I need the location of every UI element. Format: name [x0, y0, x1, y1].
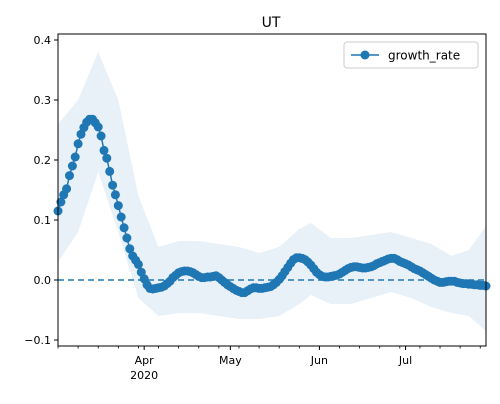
data-point [56, 197, 66, 207]
legend-box [343, 41, 479, 69]
x-tick-label: Apr [135, 354, 155, 367]
data-point [119, 223, 129, 233]
data-point [62, 184, 72, 194]
legend-label: growth_rate [388, 49, 460, 63]
y-tick-label: 0.3 [34, 94, 52, 107]
x-tick-label: Jun [310, 354, 328, 367]
y-tick-label: −0.1 [24, 334, 51, 347]
data-point [116, 212, 126, 222]
data-point [70, 152, 80, 162]
data-point [125, 244, 135, 254]
legend: growth_rate [343, 41, 479, 69]
data-point [105, 166, 115, 176]
data-point [99, 145, 109, 155]
series-growth-rate [53, 114, 491, 298]
data-point [65, 171, 74, 181]
data-point [108, 180, 118, 190]
plot-frame [57, 33, 487, 347]
data-point [93, 122, 103, 132]
data-point [122, 233, 132, 243]
x-tick-label: Jul [398, 354, 412, 367]
y-tick-label: 0.4 [34, 34, 52, 47]
data-point [113, 201, 123, 211]
data-point [96, 131, 106, 141]
data-point [133, 259, 143, 269]
y-tick-label: 0.1 [34, 214, 52, 227]
x-tick-label: May [219, 354, 242, 367]
y-tick-label: 0.2 [34, 154, 52, 167]
data-point [102, 153, 112, 163]
chart-title: UT [262, 15, 281, 31]
data-point [73, 139, 83, 149]
data-point [110, 190, 120, 200]
axes: −0.1 0.0 0.1 0.2 0.3 0.4 Apr 2020 May Jun Jul [24, 33, 487, 382]
data-point [67, 161, 77, 171]
y-tick-label: 0.0 [34, 274, 52, 287]
legend-marker [360, 50, 370, 60]
x-tick-year-label: 2020 [130, 369, 158, 382]
